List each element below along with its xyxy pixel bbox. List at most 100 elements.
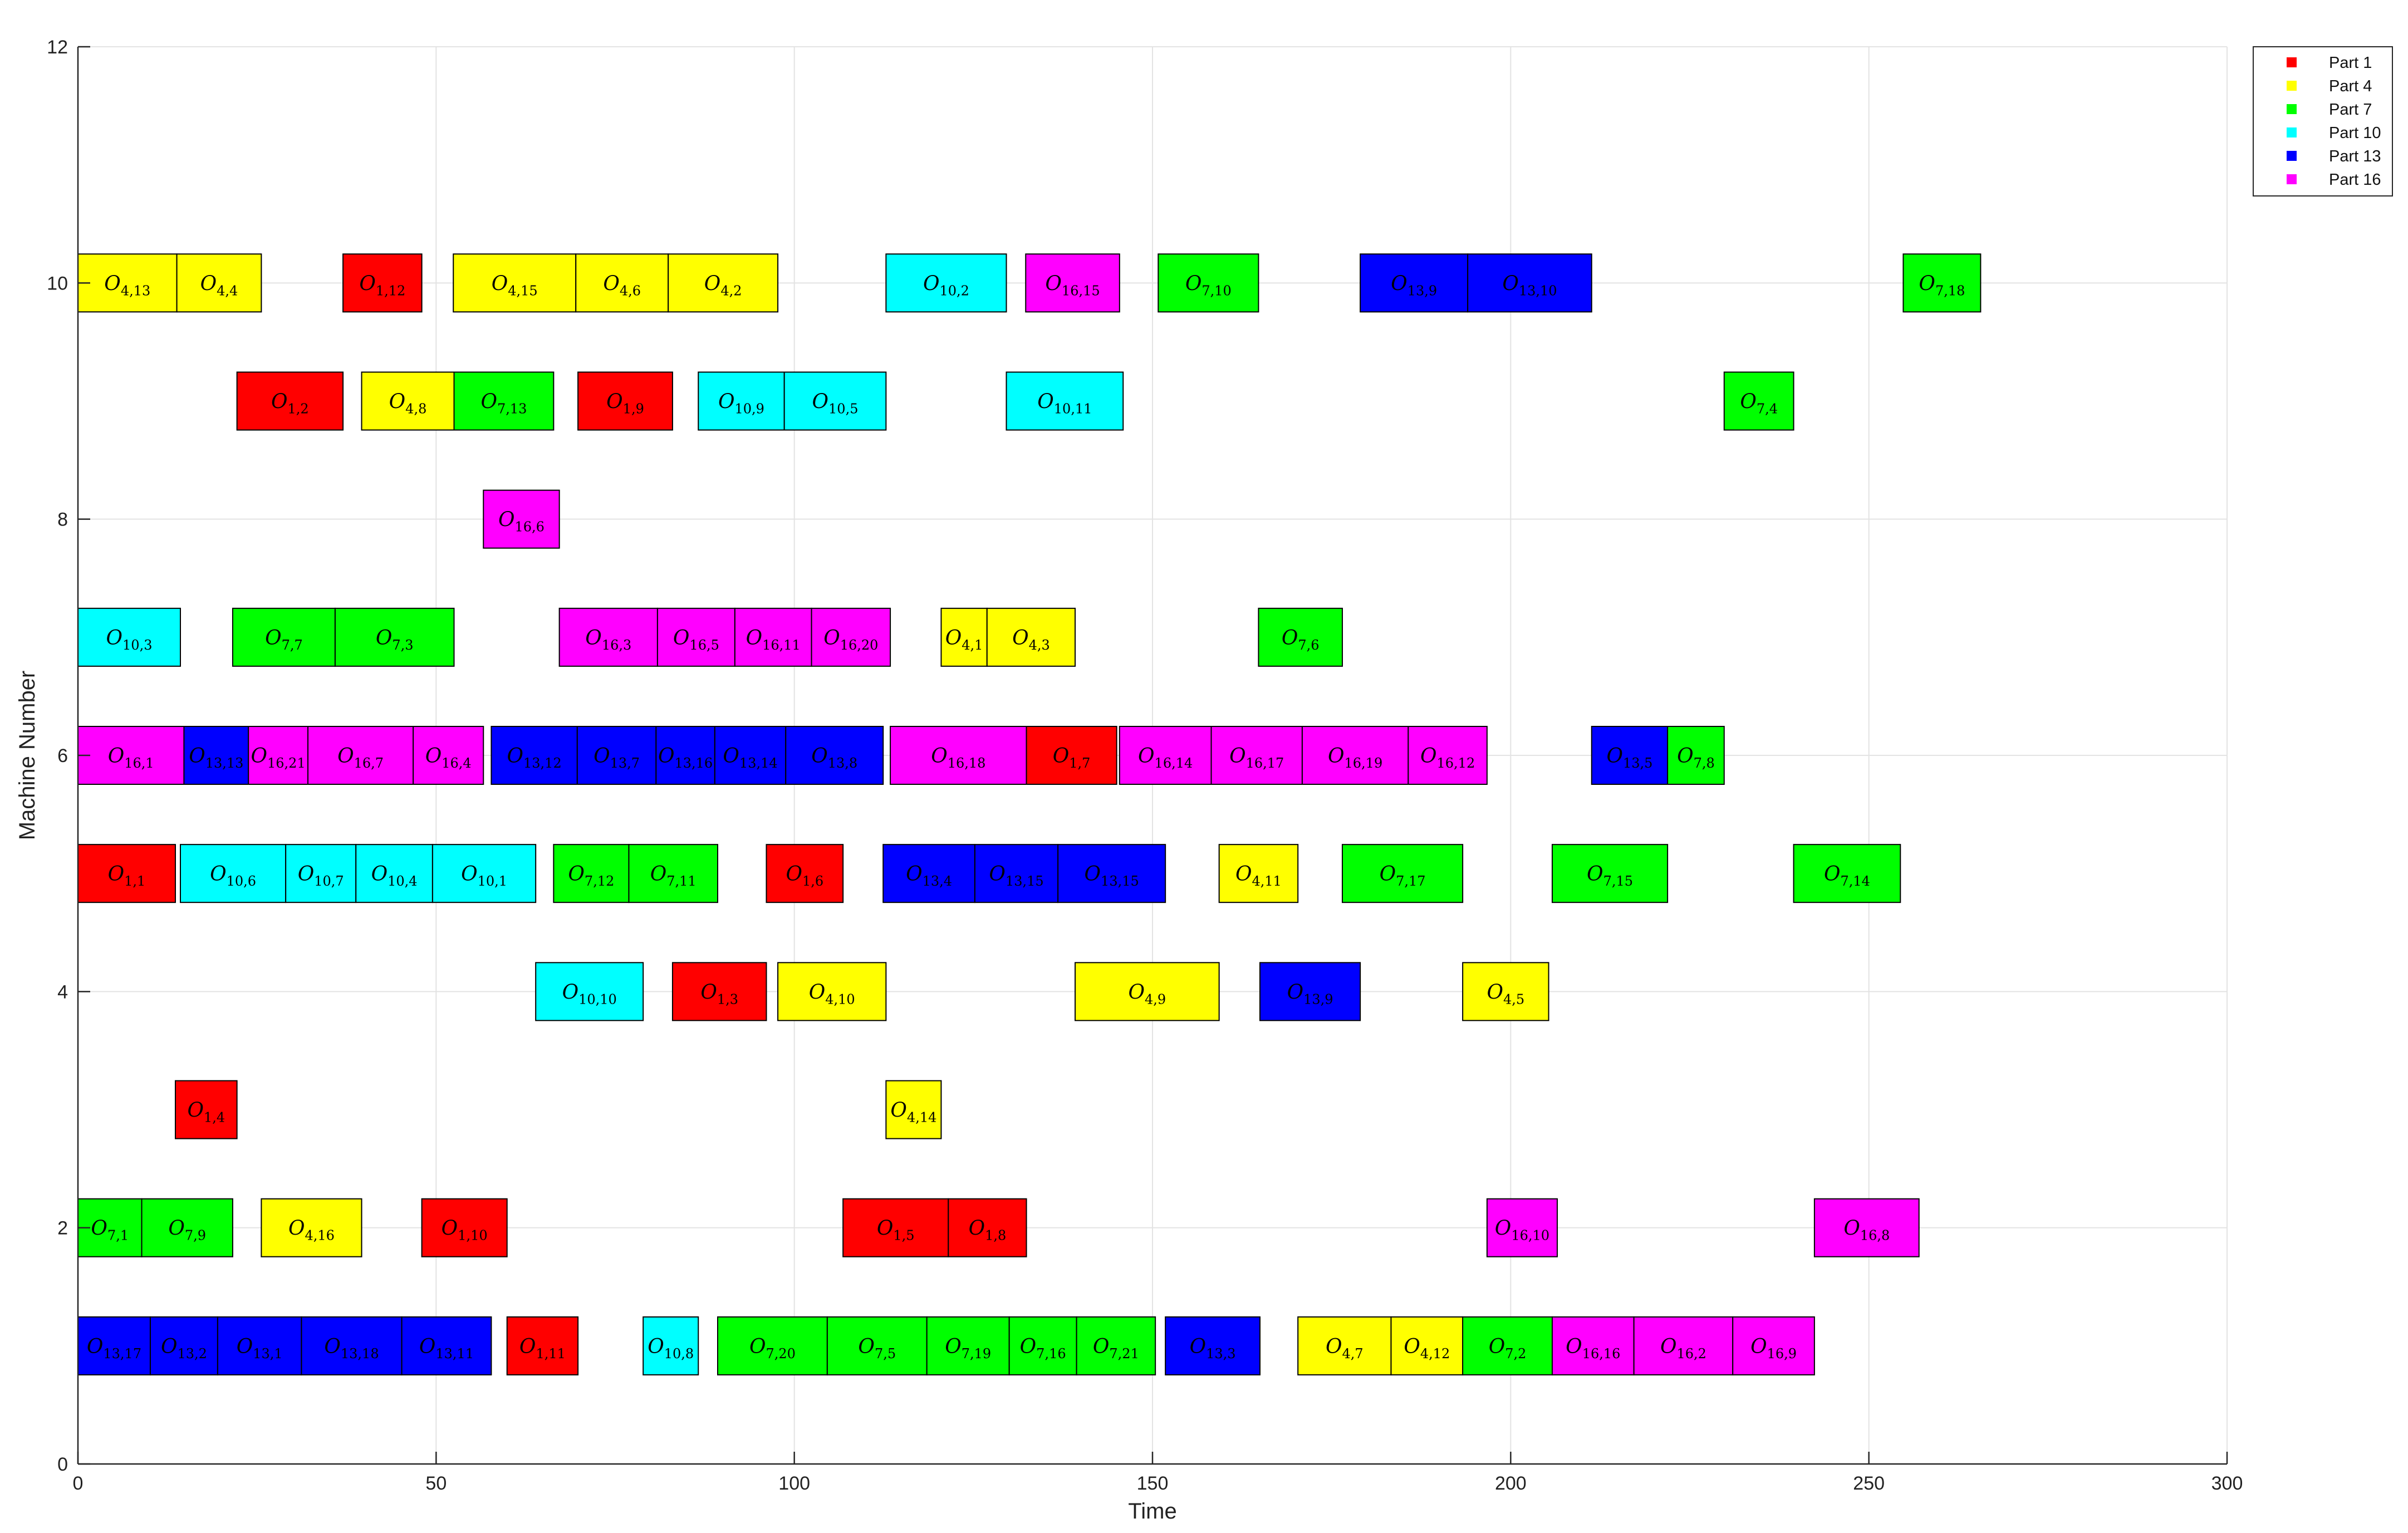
operation-rect [401, 1316, 492, 1375]
operation-bar: O4,8 [361, 371, 455, 431]
legend-swatch [2287, 151, 2297, 161]
operation-rect [453, 253, 577, 313]
operation-bar: O4,9 [1075, 962, 1220, 1021]
operation-bar: O1,1 [77, 844, 176, 903]
operation-rect [491, 726, 578, 785]
operation-rect [785, 726, 884, 785]
operation-bar: O1,4 [174, 1080, 238, 1139]
operation-bar: O1,6 [766, 844, 844, 903]
operation-rect [1462, 962, 1549, 1021]
operation-bar: O4,6 [575, 253, 669, 313]
operation-bar: O16,19 [1301, 726, 1409, 785]
operation-label: O4,1 [945, 627, 983, 653]
operation-rect [342, 253, 423, 313]
operation-label: O1,3 [700, 981, 738, 1007]
operation-label: O13,14 [723, 745, 777, 771]
y-axis-label: Machine Number [15, 671, 40, 841]
y-tick-label: 8 [57, 509, 68, 530]
y-tick-label: 2 [57, 1218, 68, 1239]
operation-label: O16,12 [1420, 745, 1475, 771]
operation-rect [535, 962, 644, 1021]
operation-label: O1,5 [877, 1217, 915, 1244]
operation-bar: O7,13 [453, 371, 555, 431]
operation-rect [885, 1080, 942, 1139]
operation-bar: O16,6 [483, 489, 560, 549]
operation-rect [668, 253, 779, 313]
operation-bar: O4,1 [940, 607, 988, 667]
y-tick-label: 0 [57, 1454, 68, 1475]
operation-label: O13,7 [594, 745, 640, 771]
operation-bar: O13,18 [301, 1316, 403, 1375]
operation-label: O4,13 [104, 272, 150, 298]
operation-rect [77, 1316, 151, 1375]
operation-bar: O4,2 [668, 253, 779, 313]
operation-label: O1,4 [187, 1099, 225, 1126]
operation-bar: O1,8 [948, 1198, 1027, 1257]
legend-swatch [2287, 127, 2297, 137]
operation-label: O16,11 [746, 627, 801, 653]
legend-swatch [2287, 104, 2297, 114]
operation-rect [655, 726, 715, 785]
operation-rect [1732, 1316, 1815, 1375]
operation-label: O16,3 [585, 627, 631, 653]
operation-label: O13,15 [989, 863, 1043, 889]
operation-bar: O10,1 [431, 844, 537, 903]
operation-rect [1158, 253, 1259, 313]
y-tick-label: 4 [57, 981, 68, 1003]
operation-label: O7,14 [1824, 863, 1870, 889]
operation-bar: O7,9 [141, 1198, 233, 1257]
operation-rect [1119, 726, 1212, 785]
operation-rect [1057, 844, 1166, 903]
operation-bar: O13,13 [183, 726, 249, 785]
operation-bar: O13,10 [1467, 253, 1592, 313]
operation-label: O10,3 [106, 627, 153, 653]
x-tick-label: 50 [425, 1473, 447, 1494]
operation-rect [149, 1316, 218, 1375]
operation-label: O13,13 [189, 745, 243, 771]
operation-bar: O7,17 [1341, 844, 1464, 903]
operation-bar: O13,16 [655, 726, 715, 785]
operation-label: O4,4 [200, 272, 238, 298]
legend-entry: Part 4 [2329, 77, 2372, 95]
operation-bar: O7,7 [232, 607, 336, 667]
operation-bar: O16,1 [77, 726, 185, 785]
operation-bar: O1,7 [1026, 726, 1117, 785]
operation-bar: O7,20 [717, 1316, 828, 1375]
y-tick-label: 10 [47, 273, 68, 294]
operation-rect [1297, 1316, 1392, 1375]
y-tick-label: 12 [47, 37, 68, 58]
operation-rect [431, 844, 537, 903]
operation-rect [714, 726, 787, 785]
operation-bar: O13,15 [1057, 844, 1166, 903]
operation-label: O16,14 [1138, 745, 1193, 771]
operation-bar: O13,11 [401, 1316, 492, 1375]
operation-label: O4,2 [704, 272, 742, 298]
operation-bar: O13,12 [491, 726, 578, 785]
operation-bar: O4,14 [885, 1080, 942, 1139]
operation-rect [1258, 607, 1343, 667]
operation-rect [413, 726, 484, 785]
legend-box [2253, 46, 2393, 196]
operation-label: O13,11 [419, 1335, 474, 1362]
operation-bar: O7,16 [1008, 1316, 1077, 1375]
operation-bar: O4,3 [986, 607, 1076, 667]
operation-label: O7,8 [1677, 745, 1715, 771]
operation-label: O7,13 [480, 391, 527, 417]
operation-rect [179, 844, 287, 903]
operation-label: O10,1 [461, 863, 507, 889]
operation-bar: O1,2 [236, 371, 344, 431]
operation-bar: O13,2 [149, 1316, 218, 1375]
operation-bar: O16,21 [248, 726, 309, 785]
operation-label: O10,5 [812, 391, 859, 417]
operation-rect [355, 844, 433, 903]
operation-rect [777, 962, 887, 1021]
operation-rect [1723, 371, 1794, 431]
operation-label: O7,2 [1489, 1335, 1527, 1362]
operation-bar: O13,17 [77, 1316, 151, 1375]
operation-rect [1218, 844, 1299, 903]
operation-label: O16,7 [337, 745, 384, 771]
operation-rect [1075, 962, 1220, 1021]
operation-bar: O7,19 [926, 1316, 1010, 1375]
operation-rect [1467, 253, 1592, 313]
operation-label: O10,8 [648, 1335, 694, 1362]
